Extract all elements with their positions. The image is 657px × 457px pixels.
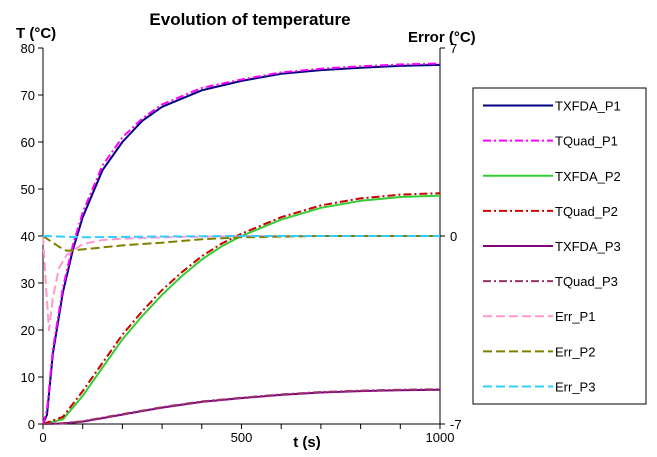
legend-label: Err_P1 [555,309,595,324]
y-tick-label: 10 [21,370,35,385]
y-ticks: 0 10 20 30 40 50 60 70 80 [21,41,43,432]
series-line-err-p2 [42,235,440,252]
series-line-err-p1 [42,235,440,331]
series-line-err-p3 [42,235,440,239]
series-line-tquad-p3 [42,388,441,425]
y-tick-label: 80 [21,41,35,56]
legend-label: Err_P2 [555,344,595,359]
y2-tick-label: -7 [450,417,462,432]
legend-label: TQuad_P2 [555,204,618,219]
legend-label: TQuad_P1 [555,134,618,149]
series-line-txfda-p2 [42,194,441,425]
x-tick-label: 500 [231,430,253,445]
legend-label: TXFDA_P3 [555,239,621,254]
legend: TXFDA_P1 TQuad_P1 TXFDA_P2 TQuad_P2 TXFDA_P3… [472,87,647,405]
legend-label: TQuad_P3 [555,274,618,289]
chart-title: Evolution of temperature [149,10,350,29]
series-lines [42,62,441,425]
y-tick-label: 30 [21,276,35,291]
y2-tick-label: 0 [450,229,457,244]
y-tick-label: 20 [21,323,35,338]
legend-label: TXFDA_P2 [555,169,621,184]
legend-label: TXFDA_P1 [555,99,621,114]
legend-label: Err_P3 [555,379,595,394]
y2-tick-label: 7 [450,41,457,56]
y2-ticks: -7 0 7 [440,41,462,432]
x-tick-label: 0 [39,430,46,445]
y-axis-title: T (°C) [16,25,56,42]
y-tick-label: 0 [28,417,35,432]
series-line-tquad-p1 [42,62,441,425]
y2-axis-title: Error (°C) [408,29,476,46]
y-tick-label: 60 [21,135,35,150]
y-tick-label: 40 [21,229,35,244]
y-tick-label: 50 [21,182,35,197]
series-line-txfda-p1 [42,63,441,425]
y-tick-label: 70 [21,88,35,103]
x-axis-title: t (s) [293,434,321,451]
x-ticks: 0 500 1000 [39,424,454,445]
series-line-txfda-p3 [42,388,441,425]
x-tick-label: 1000 [426,430,455,445]
series-line-tquad-p2 [42,192,441,425]
